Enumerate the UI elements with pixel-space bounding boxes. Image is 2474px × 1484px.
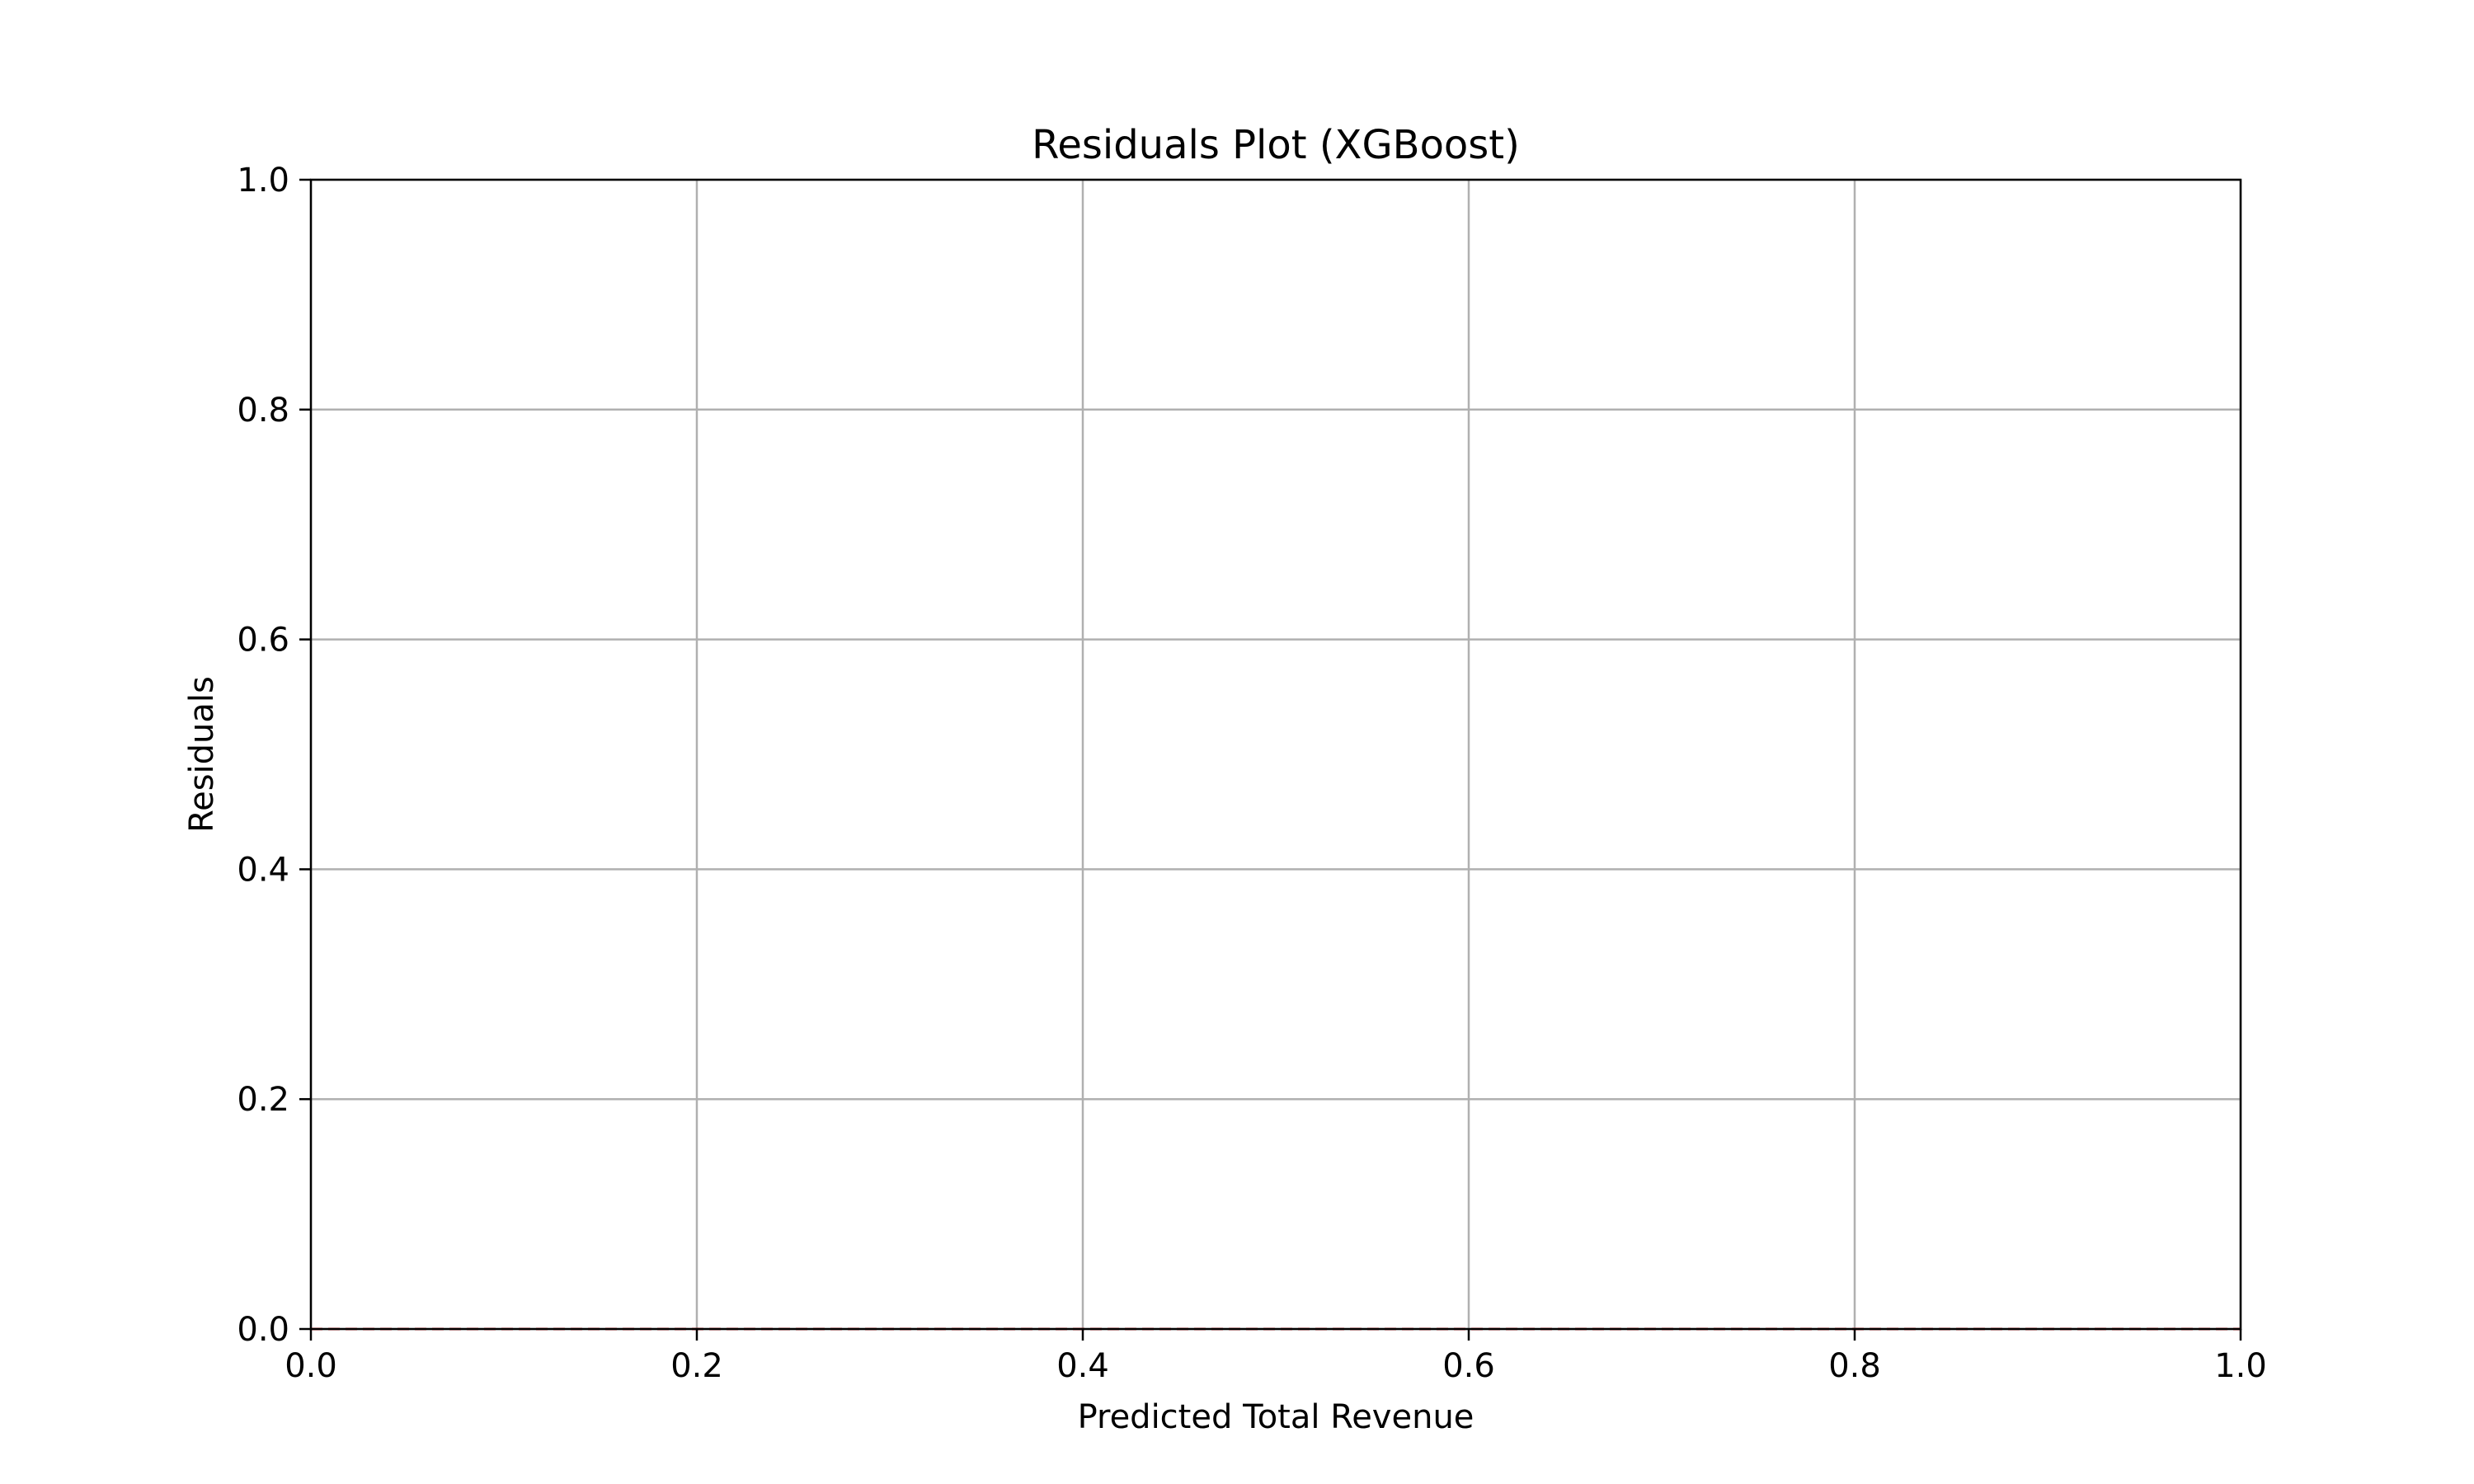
grid-lines [309,178,2242,1331]
x-tick-label: 0.4 [1056,1347,1109,1385]
y-tick-label: 0.4 [237,851,289,889]
y-axis-label: Residuals [183,676,221,833]
tick-marks [299,178,2242,1341]
y-tick-label: 0.2 [237,1081,289,1119]
y-tick-label: 0.0 [237,1311,289,1349]
y-tick-labels: 0.0 0.2 0.4 0.6 0.8 1.0 [237,162,289,1349]
x-tick-label: 0.2 [670,1347,723,1385]
chart-title: Residuals Plot (XGBoost) [1032,122,1520,168]
y-tick-label: 0.8 [237,392,289,430]
x-tick-label: 0.6 [1442,1347,1495,1385]
x-axis-label: Predicted Total Revenue [1078,1398,1475,1436]
x-tick-label: 1.0 [2214,1347,2267,1385]
y-tick-label: 1.0 [237,162,289,200]
y-tick-label: 0.6 [237,622,289,660]
x-tick-labels: 0.0 0.2 0.4 0.6 0.8 1.0 [285,1347,2267,1385]
x-tick-label: 0.8 [1828,1347,1881,1385]
plot-area-frame [309,178,2242,1331]
x-tick-label: 0.0 [285,1347,337,1385]
